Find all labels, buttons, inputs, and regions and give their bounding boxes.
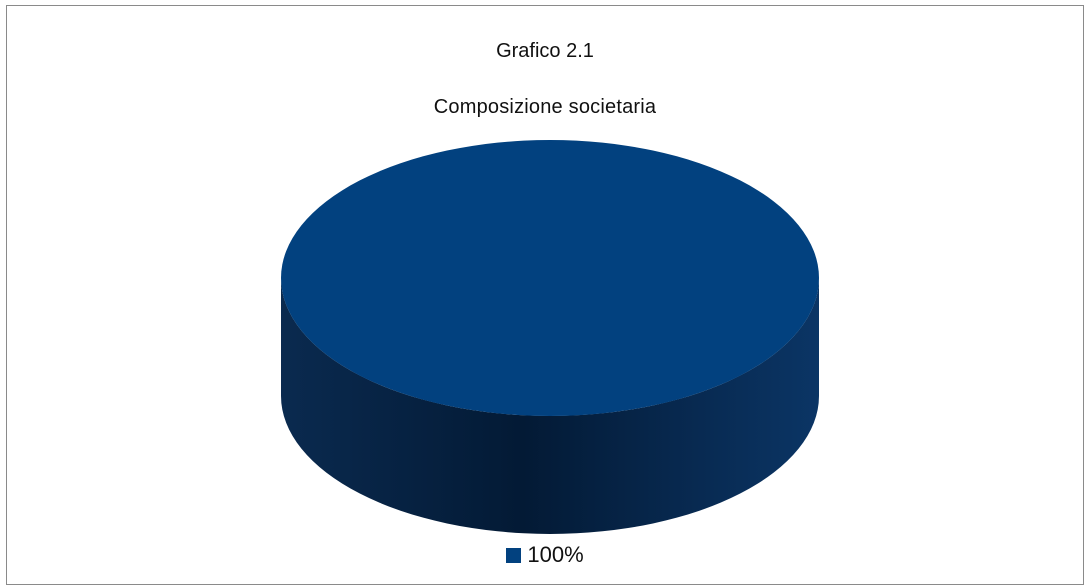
pie-slice-0 (281, 140, 819, 416)
legend-swatch (506, 547, 522, 563)
legend-label: 100% (527, 542, 584, 567)
chart-title: Grafico 2.1 (496, 40, 594, 62)
pie-slice-side (281, 278, 819, 534)
legend: 100% (0, 542, 1090, 568)
chart-subtitle: Composizione societaria (433, 96, 657, 118)
